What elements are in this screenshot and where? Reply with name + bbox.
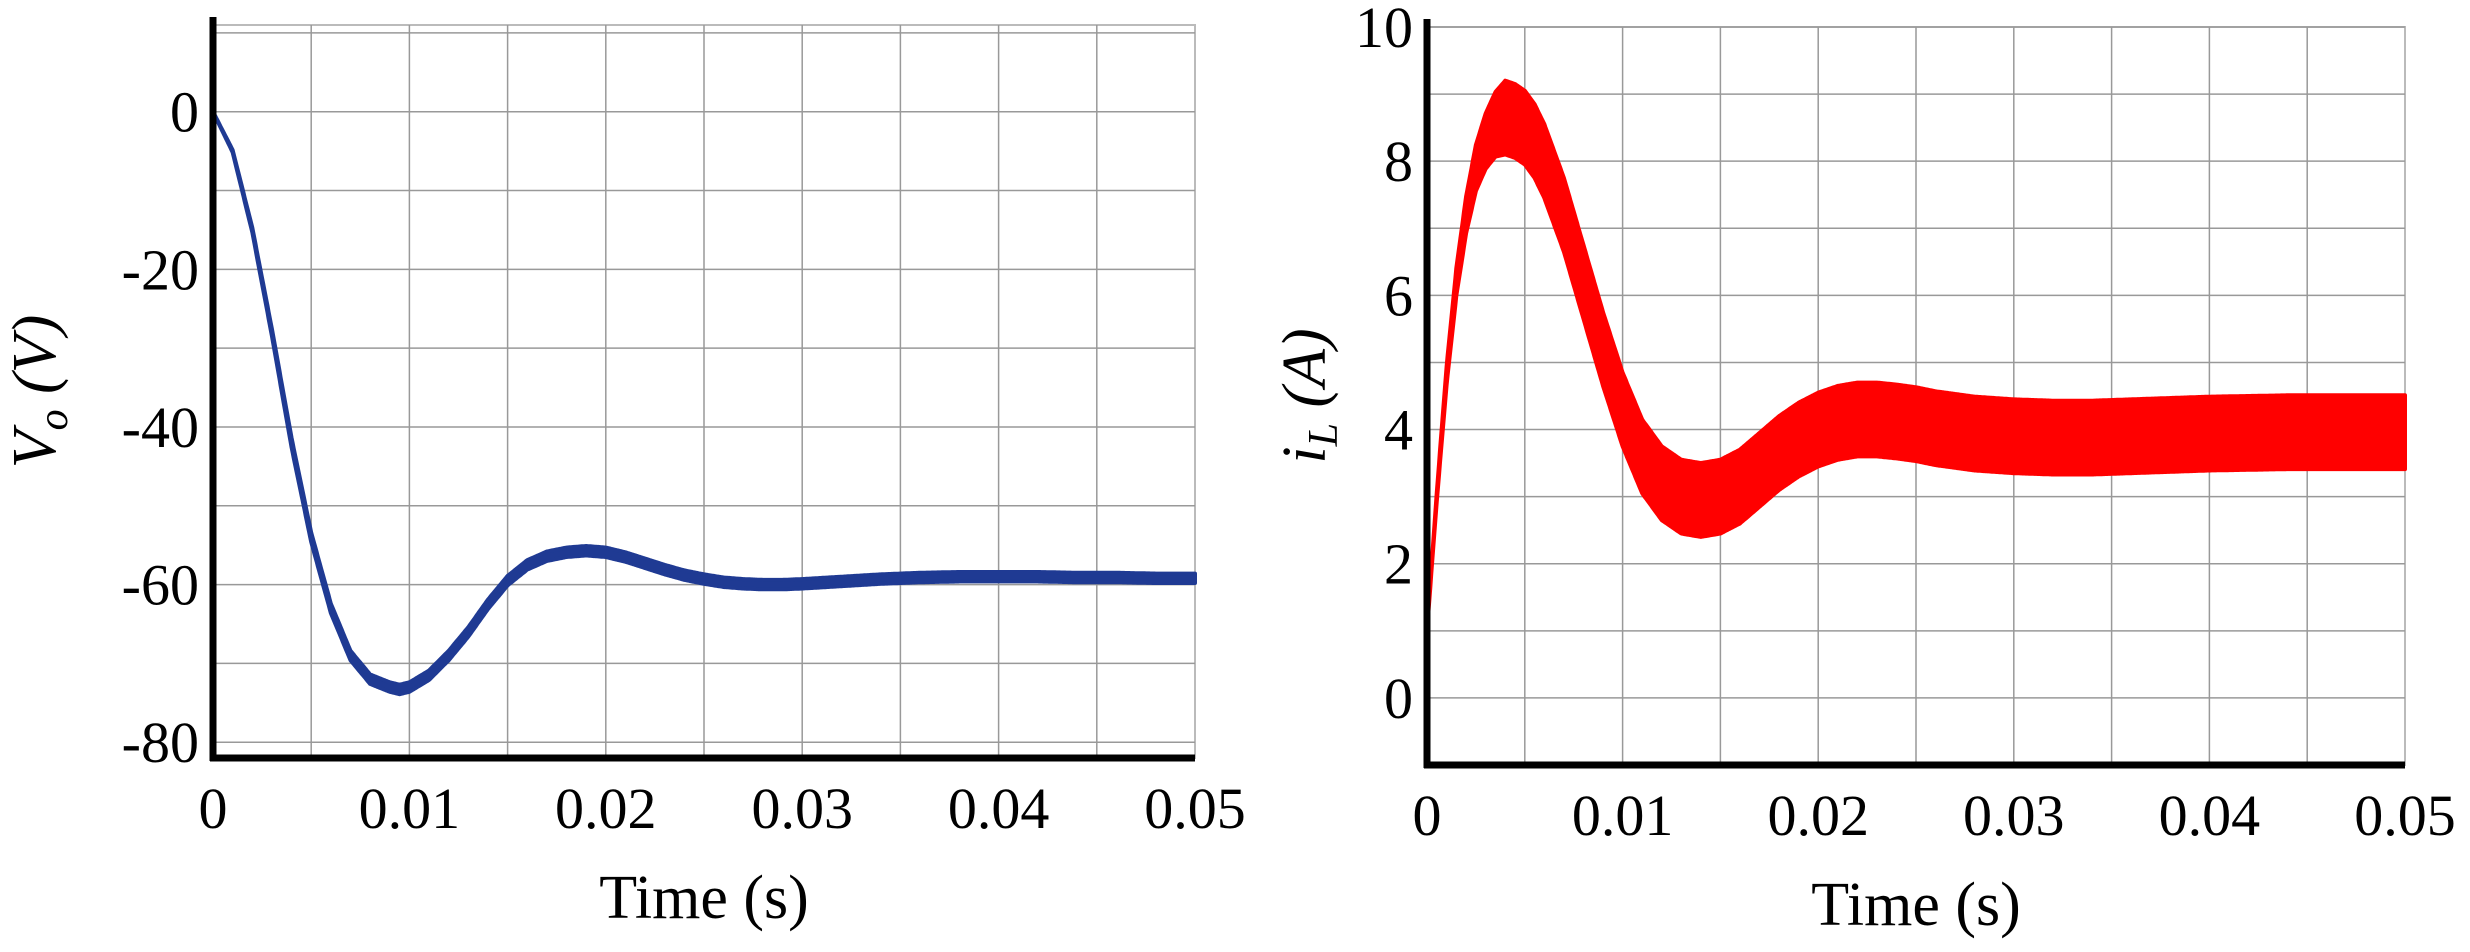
x-tick-label: 0.04 bbox=[948, 776, 1050, 841]
chart-panel-2: 0 0.01 0.02 0.03 0.04 0.05 0 2 4 6 8 10 Time (s) iL (… bbox=[1271, 0, 2456, 939]
x-tick-label: 0.02 bbox=[555, 776, 657, 841]
y-tick-label: 0 bbox=[170, 80, 199, 145]
y-tick-label: -80 bbox=[122, 710, 199, 775]
y-tick-label: -20 bbox=[122, 237, 199, 302]
y-tick-label: 6 bbox=[1384, 263, 1413, 328]
series-1-line bbox=[1425, 78, 2407, 633]
x-tick-label: 0.03 bbox=[1963, 783, 2065, 848]
y-axis-label: Vo (V) bbox=[1, 315, 77, 469]
y-tick-label: 10 bbox=[1355, 0, 1413, 60]
x-tick-label: 0 bbox=[1413, 783, 1442, 848]
x-tick-label: 0.01 bbox=[1572, 783, 1674, 848]
x-tick-label: 0.03 bbox=[751, 776, 853, 841]
x-tick-label: 0 bbox=[199, 776, 228, 841]
y-tick-label: 4 bbox=[1384, 398, 1413, 463]
y-tick-label: 2 bbox=[1384, 532, 1413, 597]
x-tick-label: 0.04 bbox=[2159, 783, 2261, 848]
x-tick-label: 0.01 bbox=[359, 776, 461, 841]
y-tick-label: 0 bbox=[1384, 666, 1413, 731]
y-tick-label: -40 bbox=[122, 395, 199, 460]
x-axis-label: Time (s) bbox=[1811, 871, 2021, 939]
y-tick-label: -60 bbox=[122, 553, 199, 618]
x-tick-label: 0.05 bbox=[2354, 783, 2456, 848]
x-tick-label: 0.05 bbox=[1144, 776, 1246, 841]
y-axis-label: iL (A) bbox=[1271, 328, 1347, 463]
x-axis-label: Time (s) bbox=[599, 864, 809, 932]
y-tick-label: 8 bbox=[1384, 129, 1413, 194]
series-1-line bbox=[211, 109, 1197, 697]
chart-panel-1: 0 0.01 0.02 0.03 0.04 0.05 0 -20 -40 -60 -80 Time (… bbox=[1, 17, 1246, 932]
x-tick-label: 0.02 bbox=[1767, 783, 1869, 848]
